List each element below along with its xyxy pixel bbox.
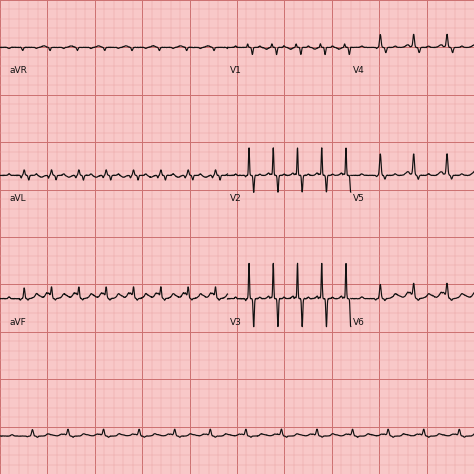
Text: V5: V5 xyxy=(353,194,365,203)
Text: aVF: aVF xyxy=(9,318,26,327)
Text: V2: V2 xyxy=(230,194,242,203)
Text: V3: V3 xyxy=(230,318,242,327)
Text: aVL: aVL xyxy=(9,194,26,203)
Text: V1: V1 xyxy=(230,66,242,75)
Text: V4: V4 xyxy=(353,66,365,75)
Text: aVR: aVR xyxy=(9,66,27,75)
Text: V6: V6 xyxy=(353,318,365,327)
